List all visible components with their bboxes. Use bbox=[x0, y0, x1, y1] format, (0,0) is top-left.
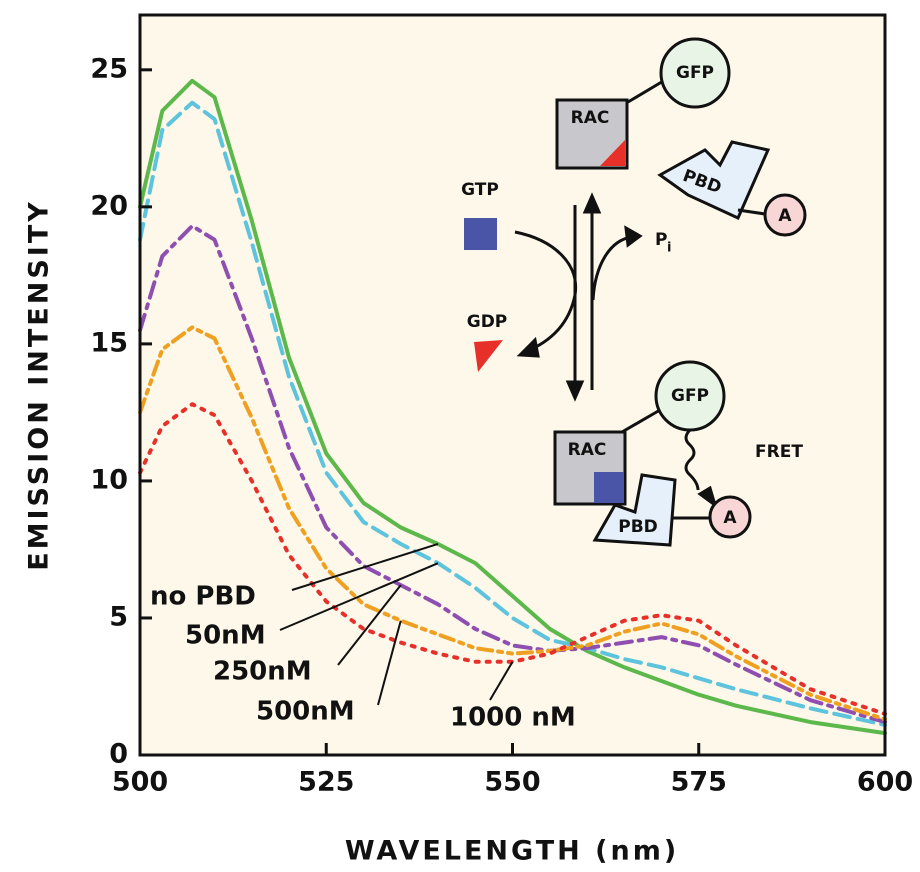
diagram-label: PBD bbox=[618, 517, 658, 537]
series-label: 50nM bbox=[185, 621, 266, 651]
diagram-label: P bbox=[655, 230, 667, 250]
diagram bbox=[464, 37, 807, 547]
series-label: 250nM bbox=[213, 657, 312, 687]
diagram-label: RAC bbox=[568, 440, 607, 460]
diagram-label: GDP bbox=[467, 312, 508, 332]
x-tick-label: 600 bbox=[857, 767, 913, 798]
series-label: no PBD bbox=[150, 582, 256, 612]
diagram-label: GFP bbox=[671, 386, 709, 406]
leader-line bbox=[279, 562, 439, 631]
series-line bbox=[138, 224, 887, 725]
y-tick-label: 5 bbox=[109, 601, 128, 632]
series-label: 500nM bbox=[256, 697, 355, 727]
y-tick-label: 10 bbox=[90, 464, 128, 495]
diagram-label: A bbox=[723, 508, 737, 528]
series-line bbox=[138, 100, 887, 727]
y-axis-label: EMISSION INTENSITY bbox=[24, 199, 55, 571]
diagram-label: i bbox=[667, 241, 671, 256]
diagram-label: RAC bbox=[571, 108, 610, 128]
y-tick-label: 0 bbox=[109, 739, 128, 770]
y-tick-label: 15 bbox=[90, 327, 128, 358]
leader-line bbox=[337, 584, 402, 666]
x-axis-label: WAVELENGTH (nm) bbox=[345, 836, 679, 867]
x-tick-label: 500 bbox=[112, 767, 168, 798]
diagram-label: FRET bbox=[755, 442, 803, 462]
series-line bbox=[138, 325, 887, 722]
x-tick-label: 575 bbox=[671, 767, 727, 798]
plot-background bbox=[140, 15, 885, 755]
leader-line bbox=[377, 620, 402, 706]
leader-line bbox=[489, 661, 514, 701]
series-label: 1000 nM bbox=[450, 703, 576, 733]
diagram-label: GTP bbox=[461, 180, 499, 200]
series-line bbox=[138, 402, 887, 716]
diagram-label: A bbox=[778, 206, 792, 226]
y-tick-label: 25 bbox=[90, 53, 128, 84]
x-tick-label: 550 bbox=[484, 767, 540, 798]
series-line bbox=[138, 78, 887, 736]
y-tick-label: 20 bbox=[90, 190, 128, 221]
leader-line bbox=[291, 543, 439, 591]
diagram-label: GFP bbox=[676, 63, 714, 83]
x-tick-label: 525 bbox=[298, 767, 354, 798]
